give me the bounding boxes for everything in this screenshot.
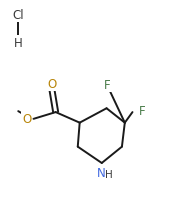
Text: F: F xyxy=(139,105,145,117)
Text: F: F xyxy=(104,78,111,91)
Text: O: O xyxy=(47,77,56,90)
Text: O: O xyxy=(22,113,31,126)
Text: N: N xyxy=(96,166,105,179)
Text: Cl: Cl xyxy=(12,9,24,22)
Text: H: H xyxy=(105,169,113,179)
Text: H: H xyxy=(14,36,23,49)
